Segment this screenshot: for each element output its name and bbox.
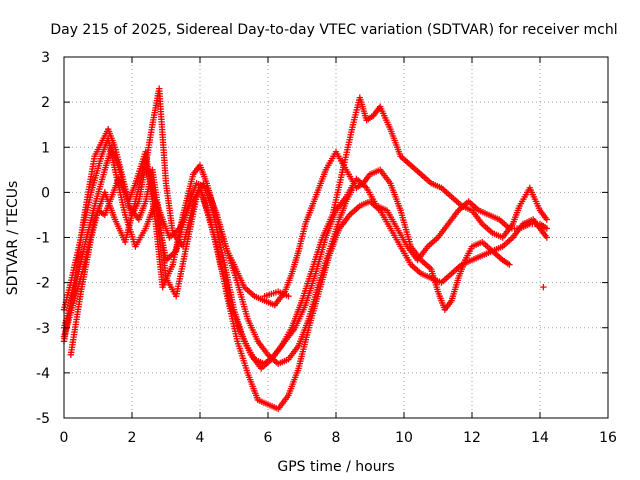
data-point bbox=[543, 225, 550, 232]
y-tick-label: 3 bbox=[41, 50, 50, 66]
y-tick-label: -1 bbox=[36, 231, 50, 247]
series-4 bbox=[60, 94, 550, 372]
y-tick-label: -2 bbox=[36, 276, 50, 292]
x-tick-label: 16 bbox=[599, 430, 617, 446]
series-6 bbox=[261, 288, 292, 300]
x-tick-label: 6 bbox=[264, 430, 273, 446]
data-point bbox=[543, 234, 550, 241]
data-point bbox=[285, 292, 292, 300]
x-tick-label: 14 bbox=[531, 430, 549, 446]
x-tick-label: 10 bbox=[395, 430, 413, 446]
data-point bbox=[349, 184, 357, 192]
x-tick-label: 4 bbox=[196, 430, 205, 446]
y-tick-label: 0 bbox=[41, 185, 50, 201]
x-tick-label: 2 bbox=[128, 430, 137, 446]
chart-title: Day 215 of 2025, Sidereal Day-to-day VTE… bbox=[50, 22, 617, 38]
x-tick-label: 0 bbox=[60, 430, 69, 446]
y-tick-label: -4 bbox=[36, 366, 50, 382]
x-tick-label: 8 bbox=[332, 430, 341, 446]
y-tick-label: -5 bbox=[36, 411, 50, 427]
y-axis-title: SDTVAR / TECUs bbox=[5, 181, 21, 296]
data-point bbox=[543, 216, 550, 223]
series-5 bbox=[60, 157, 357, 368]
data-point bbox=[506, 261, 513, 268]
x-tick-label: 12 bbox=[463, 430, 481, 446]
x-axis-title: GPS time / hours bbox=[277, 459, 394, 475]
y-tick-label: 2 bbox=[41, 95, 50, 111]
data-point bbox=[540, 283, 547, 291]
series-3 bbox=[67, 85, 550, 413]
y-tick-label: -3 bbox=[36, 321, 50, 337]
series-7 bbox=[540, 283, 547, 291]
data-layer bbox=[60, 85, 550, 413]
y-tick-label: 1 bbox=[41, 140, 50, 156]
